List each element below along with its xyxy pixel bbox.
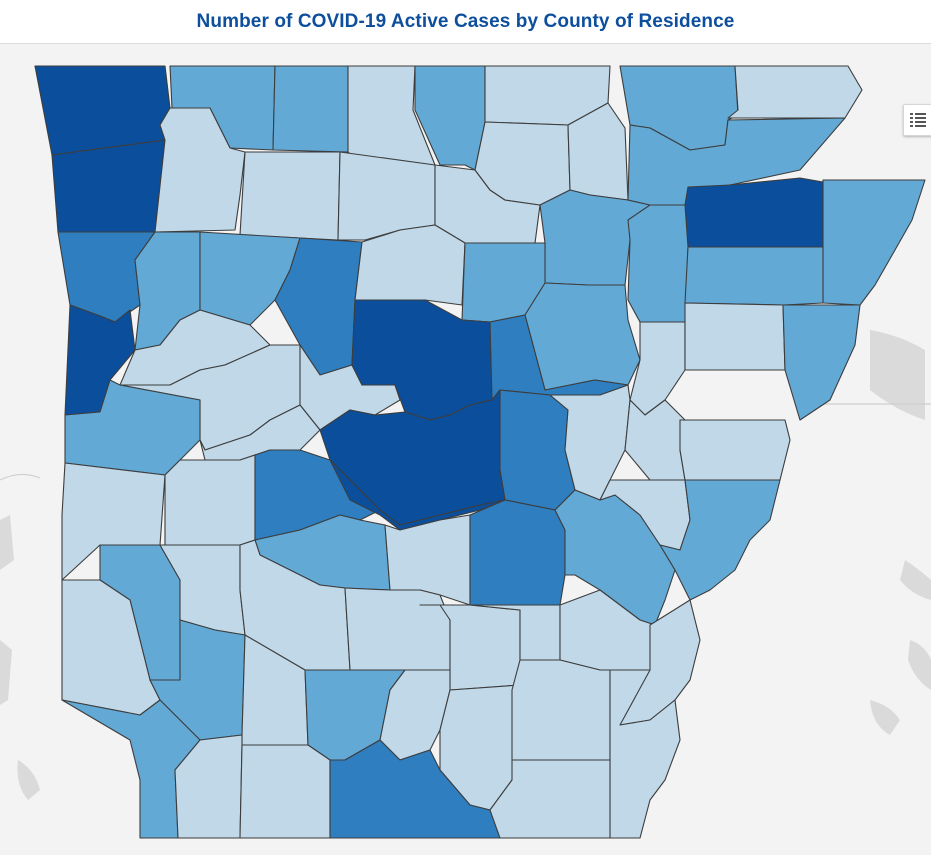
terrain-patch	[0, 640, 12, 705]
map-view[interactable]	[0, 44, 931, 855]
terrain-patch	[900, 560, 931, 600]
terrain-patch	[17, 760, 40, 800]
county-lonoke[interactable]	[499, 389, 576, 511]
county-lee[interactable]	[679, 419, 791, 481]
terrain-patch	[908, 640, 931, 690]
map-title: Number of COVID-19 Active Cases by Count…	[196, 10, 735, 32]
county-clark[interactable]	[344, 587, 451, 671]
county-boone[interactable]	[272, 65, 349, 153]
county-crittenden[interactable]	[782, 304, 861, 421]
terrain-patch	[870, 330, 925, 420]
terrain-patch	[0, 515, 14, 570]
legend-list-icon	[910, 113, 926, 127]
county-clay[interactable]	[727, 65, 863, 119]
county-union[interactable]	[329, 739, 501, 839]
county-layer[interactable]	[34, 65, 926, 839]
county-cross[interactable]	[684, 302, 786, 371]
county-mississippi[interactable]	[822, 179, 926, 306]
county-ashley[interactable]	[489, 759, 611, 839]
county-drew[interactable]	[511, 659, 611, 761]
county-independence[interactable]	[524, 282, 641, 391]
arkansas-county-map[interactable]	[0, 44, 931, 855]
river-line	[0, 473, 41, 481]
county-columbia[interactable]	[239, 744, 331, 839]
county-washington[interactable]	[51, 139, 166, 233]
county-craighead[interactable]	[684, 177, 824, 248]
county-jackson[interactable]	[627, 204, 689, 323]
terrain-patch	[870, 700, 900, 735]
county-montgomery[interactable]	[164, 454, 256, 546]
county-madison[interactable]	[154, 107, 246, 233]
county-poinsett[interactable]	[684, 246, 824, 306]
county-phillips[interactable]	[659, 479, 781, 601]
map-header: Number of COVID-19 Active Cases by Count…	[0, 0, 931, 44]
county-jefferson[interactable]	[469, 499, 566, 606]
county-newton[interactable]	[239, 151, 341, 241]
county-saline[interactable]	[329, 459, 506, 531]
legend-button[interactable]	[903, 104, 931, 136]
